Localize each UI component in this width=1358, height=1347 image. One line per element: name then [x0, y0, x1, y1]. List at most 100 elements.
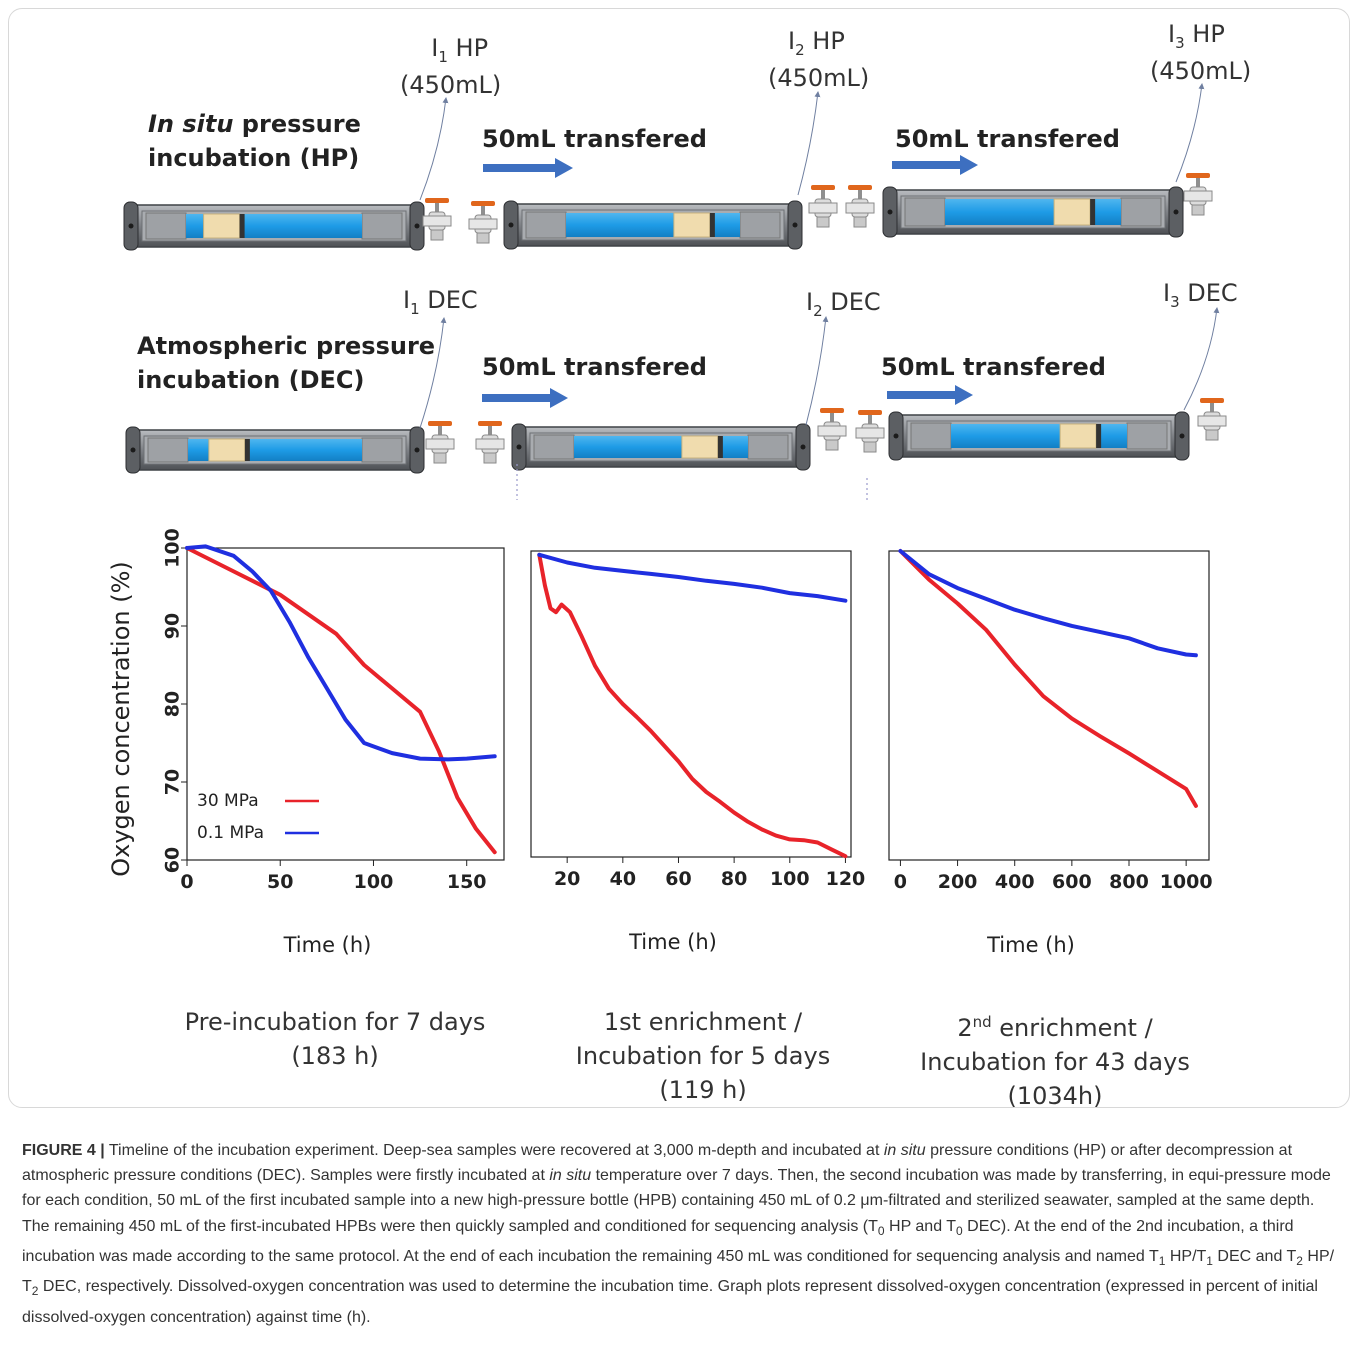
chart-3-caption-line2: Incubation for 43 days [920, 1048, 1190, 1076]
legend-label: 0.1 MPa [197, 823, 264, 843]
dec-bottle-1 [125, 426, 425, 474]
bottle-sub: 2 [813, 301, 823, 320]
dec-row-title: Atmospheric pressure incubation (DEC) [137, 332, 435, 394]
chart-3: 0 200 400 600 800 1000 Time (h) [888, 549, 1213, 957]
hp-bottle-2 [503, 200, 803, 250]
y-tick-label: 60 [162, 847, 184, 873]
dec-bottle-label-1: I1 DEC [403, 286, 478, 323]
caption-part: 0 [877, 1223, 885, 1238]
x-tick-label: 60 [665, 868, 691, 890]
bottle-type: DEC [1187, 279, 1238, 307]
chart-2-caption-line3: (119 h) [659, 1076, 747, 1104]
incubation-diagram [123, 83, 1227, 500]
bottle-letter: I [1168, 20, 1176, 48]
dec-valve-3 [817, 408, 847, 451]
chart-2-caption-line2: Incubation for 5 days [575, 1042, 831, 1070]
valves-layer [422, 173, 1227, 464]
dec-bottle-3 [888, 411, 1190, 461]
caption-part: DEC and T [1212, 1248, 1297, 1265]
x-tick-label: 20 [554, 868, 580, 890]
x-tick-label: 100 [354, 871, 394, 893]
chart-3-caption-rest: enrichment / [991, 1014, 1153, 1042]
hp-row-title: In situ pressure incubation (HP) [148, 110, 361, 172]
bottle-letter: I [788, 27, 796, 55]
dec-pointer-2 [805, 316, 829, 426]
caption-part: in situ [549, 1167, 592, 1185]
y-tick-label: 100 [162, 528, 184, 568]
dec-valve-2 [475, 421, 505, 464]
x-axis-label: Time (h) [628, 930, 717, 954]
chart-3-caption-sup: nd [972, 1013, 992, 1031]
x-tick-label: 200 [938, 871, 978, 893]
x-axis-label: Time (h) [283, 933, 372, 957]
hp-bottle-label-3: I3 HP (450mL) [1150, 20, 1251, 85]
bottle-volume: (450mL) [1150, 56, 1252, 85]
dec-title-line2: incubation (DEC) [137, 366, 365, 394]
caption-part: DEC). At the end of the 2nd incubation, … [22, 1217, 1294, 1265]
dec-valve-4 [855, 410, 885, 453]
x-tick-label: 150 [447, 871, 487, 893]
bottle-volume: (450mL) [768, 63, 870, 92]
x-tick-label: 0 [180, 871, 193, 893]
bottle-sub: 3 [1170, 292, 1180, 311]
bottle-letter: I [1163, 279, 1171, 307]
hp-valve-2 [468, 201, 498, 244]
hp-transfer-label-2: 50mL transfered [895, 125, 1120, 153]
chart-2: 20 40 60 80 100 120 Time (h) [530, 550, 865, 954]
series-line-2 [185, 544, 497, 762]
dec-title-line1: Atmospheric pressure [137, 332, 436, 360]
hp-transfer-arrow-2 [892, 155, 978, 175]
hp-valve-1 [422, 198, 452, 241]
chart-3-caption-line3: (1034h) [1007, 1082, 1103, 1110]
x-tick-label: 400 [995, 871, 1035, 893]
bottle-sub: 2 [795, 40, 805, 59]
figure-caption: FIGURE 4 | Timeline of the incubation ex… [22, 1138, 1340, 1330]
transfer-arrows-layer [482, 155, 978, 408]
caption-part: Timeline of the incubation experiment. D… [104, 1142, 884, 1159]
caption-part: HP and T [884, 1217, 957, 1235]
y-tick-label: 70 [162, 769, 184, 795]
hp-bottle-label-1: I1 HP (450mL) [400, 34, 501, 99]
hp-valve-5 [1183, 173, 1213, 216]
bottle-volume: (450mL) [400, 70, 502, 99]
oxygen-charts: 0 50 100 150 60 70 80 90 100 Time (h) Oxygen conce… [107, 528, 1213, 957]
caption-part: 2 [1296, 1254, 1303, 1269]
caption-part: 2 [31, 1284, 39, 1299]
dec-pointer-1 [419, 317, 447, 429]
hp-pointer-1 [419, 97, 449, 201]
caption-part: in situ [883, 1142, 926, 1159]
bottle-type: HP [812, 27, 845, 55]
x-axis-label: Time (h) [986, 933, 1075, 957]
hp-valve-4 [845, 185, 875, 228]
caption-part: HP/ T [22, 1248, 1335, 1296]
x-tick-label: 600 [1052, 871, 1092, 893]
dec-transfer-label-1: 50mL transfered [482, 353, 707, 381]
bottle-type: HP [1192, 20, 1225, 48]
pointer-lines-layer [419, 83, 1220, 429]
bottle-letter: I [431, 34, 439, 62]
y-tick-label: 80 [162, 691, 184, 717]
dec-valve-5 [1197, 398, 1227, 441]
chart-3-frame [888, 550, 1210, 861]
dec-transfer-arrow-1 [482, 388, 568, 408]
hp-bottle-3 [882, 186, 1184, 238]
chart-1-caption-line2: (183 h) [291, 1042, 379, 1070]
hp-bottle-label-2: I2 HP (450mL) [768, 27, 869, 92]
x-tick-label: 0 [894, 871, 907, 893]
dec-transfer-arrow-2 [887, 385, 973, 405]
chart-1-caption-line1: Pre-incubation for 7 days [184, 1008, 486, 1036]
chart-1-caption: Pre-incubation for 7 days (183 h) [150, 1005, 520, 1073]
bottle-sub: 1 [438, 47, 448, 66]
y-axis-label: Oxygen concentration (%) [107, 561, 135, 877]
caption-part: HP/T [1165, 1248, 1207, 1265]
dec-pointer-3 [1183, 307, 1220, 411]
bottle-type: HP [455, 34, 489, 62]
caption-part: temperature over 7 days. Then, the secon… [22, 1167, 1331, 1235]
x-tick-label: 40 [610, 868, 636, 890]
legend-label: 30 MPa [197, 791, 259, 811]
bottle-letter: I [806, 288, 814, 316]
caption-part: 0 [956, 1223, 963, 1238]
x-tick-label: 50 [267, 871, 293, 893]
hp-bottle-1 [123, 201, 425, 251]
hp-title-rest: pressure [233, 110, 361, 138]
